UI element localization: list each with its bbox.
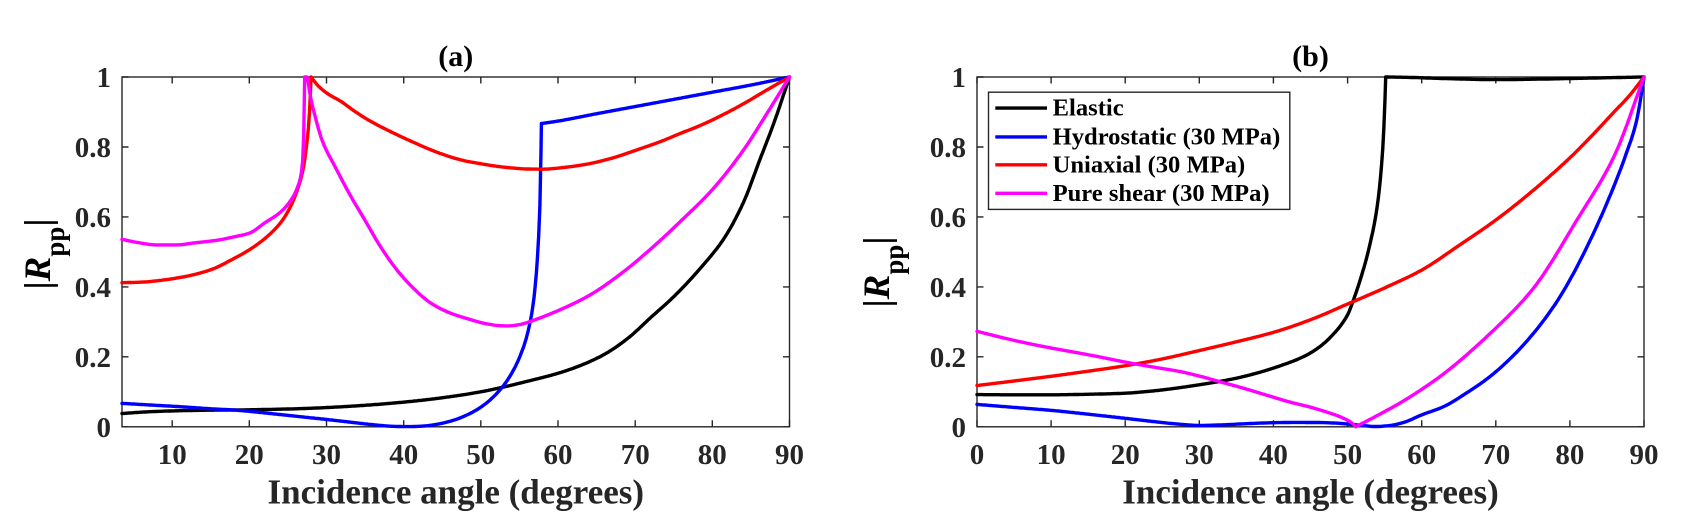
svg-text:0: 0 [952, 412, 967, 444]
svg-text:50: 50 [466, 439, 495, 471]
svg-text:Elastic: Elastic [1053, 95, 1124, 122]
svg-text:Pure shear (30 MPa): Pure shear (30 MPa) [1053, 180, 1270, 207]
svg-text:0.6: 0.6 [75, 202, 111, 234]
svg-text:(a): (a) [438, 40, 473, 73]
svg-text:0.4: 0.4 [930, 272, 966, 304]
svg-text:Hydrostatic (30 MPa): Hydrostatic (30 MPa) [1053, 123, 1281, 150]
svg-text:80: 80 [1555, 439, 1584, 471]
svg-text:0.2: 0.2 [930, 342, 966, 374]
svg-text:(b): (b) [1292, 40, 1329, 73]
svg-text:70: 70 [621, 439, 650, 471]
svg-text:0: 0 [97, 412, 112, 444]
svg-text:30: 30 [312, 439, 341, 471]
svg-text:20: 20 [1111, 439, 1140, 471]
svg-text:60: 60 [1407, 439, 1436, 471]
svg-text:Uniaxial (30 MPa): Uniaxial (30 MPa) [1053, 151, 1246, 178]
svg-text:10: 10 [158, 439, 187, 471]
svg-text:60: 60 [544, 439, 573, 471]
svg-text:0.8: 0.8 [75, 132, 111, 164]
svg-text:70: 70 [1481, 439, 1510, 471]
svg-text:0.6: 0.6 [930, 202, 966, 234]
svg-text:20: 20 [235, 439, 264, 471]
svg-text:0: 0 [970, 439, 985, 471]
svg-text:1: 1 [952, 62, 967, 94]
svg-text:30: 30 [1185, 439, 1214, 471]
svg-text:0.8: 0.8 [930, 132, 966, 164]
svg-text:10: 10 [1037, 439, 1066, 471]
svg-text:40: 40 [1259, 439, 1288, 471]
svg-text:80: 80 [698, 439, 727, 471]
svg-text:50: 50 [1333, 439, 1362, 471]
svg-text:0.4: 0.4 [75, 272, 111, 304]
svg-text:90: 90 [775, 439, 804, 471]
svg-text:1: 1 [97, 62, 112, 94]
svg-text:90: 90 [1630, 439, 1659, 471]
svg-text:40: 40 [389, 439, 418, 471]
svg-text:Incidence angle (degrees): Incidence angle (degrees) [268, 473, 645, 512]
svg-text:0.2: 0.2 [75, 342, 111, 374]
svg-text:Incidence angle (degrees): Incidence angle (degrees) [1122, 473, 1499, 512]
